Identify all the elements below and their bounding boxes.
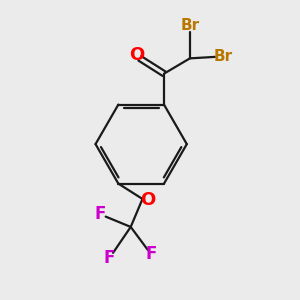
Text: O: O — [129, 46, 144, 64]
Text: F: F — [104, 249, 115, 267]
Text: Br: Br — [180, 19, 200, 34]
Text: Br: Br — [214, 50, 233, 64]
Text: F: F — [95, 205, 106, 223]
Text: F: F — [146, 245, 157, 263]
Text: O: O — [140, 191, 155, 209]
